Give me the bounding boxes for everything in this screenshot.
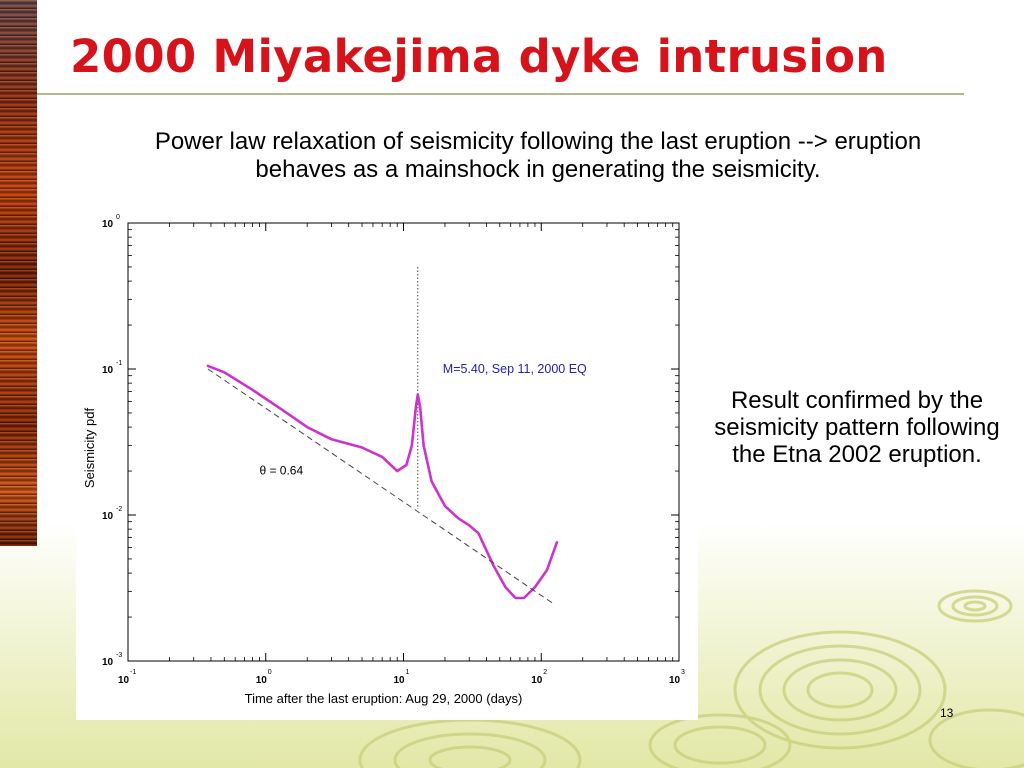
power-law-fit-line bbox=[207, 368, 553, 604]
side-note: Result confirmed by the seismicity patte… bbox=[714, 387, 1000, 468]
y-tick-exponent: -1 bbox=[116, 360, 122, 367]
x-tick-exponent: 3 bbox=[681, 669, 685, 676]
seismicity-chart: 10 -1 10 0 10 1 10 2 10 3 10 0 10 -1 10 -2 10 -3 Time afte… bbox=[76, 206, 698, 720]
y-tick-label: 10 bbox=[102, 657, 114, 668]
y-tick-exponent: -3 bbox=[116, 652, 122, 659]
y-tick-label: 10 bbox=[102, 365, 114, 376]
subtitle-line-1: Power law relaxation of seismicity follo… bbox=[154, 128, 922, 155]
x-axis-label: Time after the last eruption: Aug 29, 20… bbox=[245, 691, 523, 706]
y-tick-exponent: -2 bbox=[116, 506, 122, 513]
earthquake-annotation: M=5.40, Sep 11, 2000 EQ bbox=[443, 362, 587, 376]
x-tick-exponent: 0 bbox=[268, 669, 272, 676]
x-tick-label: 10 bbox=[118, 675, 130, 686]
slide-title: 2000 Miyakejima dyke intrusion bbox=[70, 30, 888, 83]
title-divider bbox=[37, 93, 964, 95]
seismicity-curve bbox=[206, 364, 559, 600]
x-tick-label: 10 bbox=[394, 675, 406, 686]
y-tick-label: 10 bbox=[102, 511, 114, 522]
decorative-image-strip bbox=[0, 0, 37, 546]
subtitle-line-2: behaves as a mainshock in generating the… bbox=[255, 156, 821, 183]
x-tick-label: 10 bbox=[531, 675, 543, 686]
y-axis-label: Seismicity pdf bbox=[82, 408, 97, 489]
theta-annotation: θ = 0.64 bbox=[259, 463, 303, 477]
y-tick-exponent: 0 bbox=[116, 214, 120, 221]
slide-subtitle: Power law relaxation of seismicity follo… bbox=[76, 128, 1000, 184]
x-tick-exponent: 2 bbox=[543, 669, 547, 676]
plot-frame bbox=[127, 222, 680, 662]
y-tick-label: 10 bbox=[102, 219, 114, 230]
x-tick-label: 10 bbox=[669, 675, 681, 686]
x-tick-exponent: 1 bbox=[406, 669, 410, 676]
x-tick-label: 10 bbox=[256, 675, 268, 686]
x-tick-exponent: -1 bbox=[130, 669, 136, 676]
page-number: 13 bbox=[940, 706, 954, 720]
